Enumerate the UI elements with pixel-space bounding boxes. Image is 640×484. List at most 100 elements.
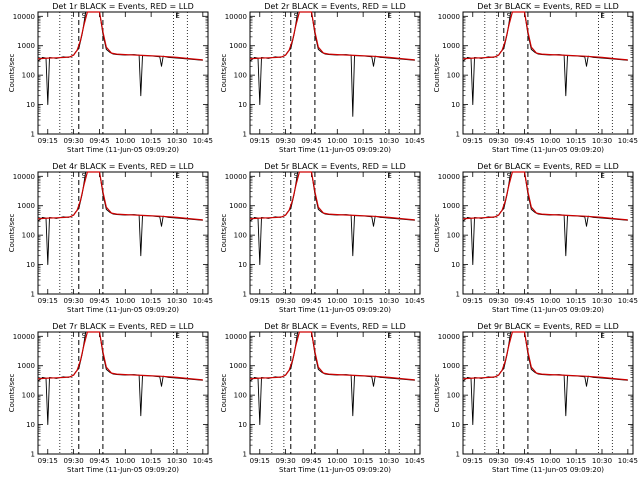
y-tick-label: 10000 bbox=[225, 13, 247, 21]
series-line-lld bbox=[37, 11, 203, 61]
detector-panel-2: Det 2r BLACK = Events, RED = LLD 1 10 100 10… bbox=[220, 2, 425, 154]
panel-title: Det 8r BLACK = Events, RED = LLD bbox=[264, 322, 406, 331]
y-tick-label: 100 bbox=[22, 392, 35, 400]
marker-e: E bbox=[175, 172, 179, 180]
y-tick-label: 100 bbox=[22, 232, 35, 240]
series-line-lld bbox=[37, 171, 203, 221]
x-tick-label: 09:45 bbox=[301, 137, 321, 145]
y-tick-label: 100 bbox=[447, 232, 460, 240]
y-tick-label: 1 bbox=[243, 291, 247, 299]
plot-frame bbox=[249, 171, 421, 295]
x-tick-label: 10:15 bbox=[141, 297, 161, 305]
y-tick-label: 100 bbox=[234, 392, 247, 400]
x-tick-label: 09:45 bbox=[301, 297, 321, 305]
panel-title: Det 3r BLACK = Events, RED = LLD bbox=[477, 2, 619, 11]
series-line-events bbox=[249, 171, 415, 266]
plot-frame bbox=[462, 11, 634, 135]
marker-s: S bbox=[507, 332, 512, 340]
y-tick-label: 10000 bbox=[438, 13, 460, 21]
x-tick-label: 10:45 bbox=[618, 137, 638, 145]
detector-panel-4: Det 4r BLACK = Events, RED = LLD 1 10 100 10… bbox=[8, 162, 213, 314]
x-tick-label: 10:00 bbox=[540, 457, 560, 465]
x-tick-label: 10:45 bbox=[405, 457, 425, 465]
panel-title: Det 1r BLACK = Events, RED = LLD bbox=[52, 2, 194, 11]
x-tick-label: 09:45 bbox=[514, 457, 534, 465]
marker-s: S bbox=[294, 172, 299, 180]
y-tick-label: 1 bbox=[243, 131, 247, 139]
plot-frame bbox=[37, 331, 209, 455]
y-tick-label: 1 bbox=[31, 131, 35, 139]
series-line-lld bbox=[249, 331, 415, 381]
marker-e: E bbox=[387, 332, 391, 340]
y-tick-label: 100 bbox=[22, 72, 35, 80]
x-tick-label: 10:00 bbox=[115, 457, 135, 465]
y-tick-label: 10000 bbox=[13, 173, 35, 181]
x-axis-label: Start Time (11-Jun-05 09:09:20) bbox=[492, 466, 604, 474]
x-tick-label: 10:30 bbox=[379, 297, 399, 305]
y-tick-label: 100 bbox=[447, 392, 460, 400]
marker-e: E bbox=[175, 12, 179, 20]
x-tick-label: 09:15 bbox=[38, 137, 58, 145]
y-axis-label: Counts/sec bbox=[433, 54, 441, 93]
series-line-lld bbox=[37, 331, 203, 381]
x-tick-label: 09:45 bbox=[301, 457, 321, 465]
x-tick-label: 09:15 bbox=[250, 297, 270, 305]
y-axis-label: Counts/sec bbox=[433, 374, 441, 413]
x-tick-label: 09:30 bbox=[489, 137, 509, 145]
x-tick-label: 09:45 bbox=[514, 297, 534, 305]
y-tick-label: 10000 bbox=[438, 333, 460, 341]
marker-s: S bbox=[82, 332, 87, 340]
x-axis-label: Start Time (11-Jun-05 09:09:20) bbox=[279, 306, 391, 314]
y-axis-label: Counts/sec bbox=[8, 214, 16, 253]
detector-panel-1: Det 1r BLACK = Events, RED = LLD 1 10 100 10… bbox=[8, 2, 213, 154]
detector-panel-3: Det 3r BLACK = Events, RED = LLD 1 10 100 10… bbox=[433, 2, 638, 154]
panel-title: Det 4r BLACK = Events, RED = LLD bbox=[52, 162, 194, 171]
panel-title: Det 5r BLACK = Events, RED = LLD bbox=[264, 162, 406, 171]
y-tick-label: 1000 bbox=[442, 202, 460, 210]
series-line-lld bbox=[249, 171, 415, 221]
y-axis-label: Counts/sec bbox=[220, 374, 228, 413]
x-tick-label: 10:45 bbox=[618, 297, 638, 305]
y-tick-label: 1 bbox=[31, 451, 35, 459]
series-line-events bbox=[462, 11, 628, 106]
x-tick-label: 10:45 bbox=[193, 457, 213, 465]
x-tick-label: 10:15 bbox=[353, 137, 373, 145]
marker-e: E bbox=[600, 12, 604, 20]
y-tick-label: 1 bbox=[243, 451, 247, 459]
y-tick-label: 1000 bbox=[17, 362, 35, 370]
marker-e: E bbox=[600, 172, 604, 180]
x-tick-label: 10:30 bbox=[167, 137, 187, 145]
y-tick-label: 10 bbox=[238, 261, 247, 269]
panel-title: Det 9r BLACK = Events, RED = LLD bbox=[477, 322, 619, 331]
x-tick-label: 10:45 bbox=[193, 297, 213, 305]
x-tick-label: 09:30 bbox=[64, 297, 84, 305]
series-line-events bbox=[37, 331, 203, 426]
y-tick-label: 10000 bbox=[13, 13, 35, 21]
x-tick-label: 09:30 bbox=[276, 137, 296, 145]
x-tick-label: 09:30 bbox=[489, 297, 509, 305]
x-axis-label: Start Time (11-Jun-05 09:09:20) bbox=[492, 306, 604, 314]
y-axis-label: Counts/sec bbox=[220, 214, 228, 253]
x-tick-label: 09:45 bbox=[514, 137, 534, 145]
x-tick-label: 09:15 bbox=[463, 297, 483, 305]
y-axis-label: Counts/sec bbox=[220, 54, 228, 93]
series-line-events bbox=[462, 171, 628, 266]
x-tick-label: 09:45 bbox=[89, 297, 109, 305]
x-tick-label: 10:15 bbox=[353, 297, 373, 305]
y-tick-label: 10000 bbox=[225, 173, 247, 181]
x-tick-label: 10:45 bbox=[193, 137, 213, 145]
series-line-events bbox=[462, 331, 628, 426]
y-axis-label: Counts/sec bbox=[8, 54, 16, 93]
y-tick-label: 1000 bbox=[442, 362, 460, 370]
x-tick-label: 10:00 bbox=[540, 137, 560, 145]
marker-s: S bbox=[82, 12, 87, 20]
x-tick-label: 09:15 bbox=[38, 297, 58, 305]
marker-e: E bbox=[175, 332, 179, 340]
y-tick-label: 10000 bbox=[13, 333, 35, 341]
x-tick-label: 10:30 bbox=[379, 137, 399, 145]
y-tick-label: 1000 bbox=[442, 42, 460, 50]
x-tick-label: 09:30 bbox=[276, 457, 296, 465]
y-tick-label: 1000 bbox=[229, 362, 247, 370]
